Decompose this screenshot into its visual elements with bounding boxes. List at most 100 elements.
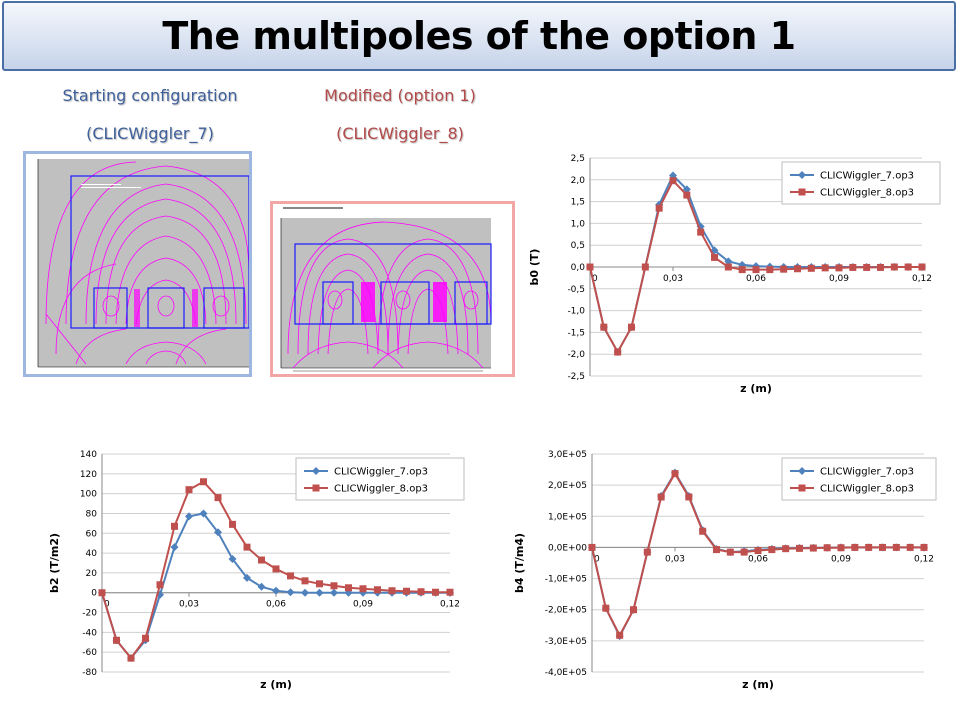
x-tick-label: 0 bbox=[594, 554, 600, 564]
series-point bbox=[726, 548, 734, 556]
y-tick-label: -40 bbox=[82, 628, 97, 638]
series-point bbox=[807, 264, 815, 272]
series-point bbox=[586, 263, 594, 271]
series-point bbox=[214, 528, 222, 537]
series-point bbox=[865, 543, 873, 551]
y-tick-label: -20 bbox=[82, 609, 97, 619]
legend-label: CLICWiggler_8.op3 bbox=[334, 484, 428, 495]
series-point bbox=[127, 654, 135, 662]
x-tick-label: 0,12 bbox=[914, 554, 934, 564]
modified-config-name: (CLICWiggler_8) bbox=[336, 124, 464, 143]
series-point bbox=[794, 265, 801, 273]
series-point bbox=[713, 546, 720, 554]
y-tick-label: 3,0E+05 bbox=[548, 450, 587, 460]
series-point bbox=[641, 263, 649, 271]
chart-legend: CLICWiggler_7.op3 CLICWiggler_8.op3 bbox=[781, 161, 941, 205]
modified-config-label: Modified (option 1) bbox=[324, 86, 476, 105]
series-point bbox=[98, 589, 106, 597]
x-tick-label: 0,06 bbox=[746, 274, 766, 284]
series-point bbox=[630, 606, 637, 614]
chart-svg: 2,5 2,0 1,5 1,0 0,5 0,0 -0,5 -1,0 -1,5 -2,0 -2,5 0 0… bbox=[528, 154, 941, 395]
slide-title: The multipoles of the option 1 bbox=[162, 14, 796, 58]
y-tick-label: 60 bbox=[86, 529, 98, 539]
y-tick-label: 1,5 bbox=[571, 198, 585, 208]
series-point bbox=[780, 265, 788, 273]
series-point bbox=[683, 191, 691, 199]
series-point bbox=[287, 572, 294, 580]
y-tick-label: 20 bbox=[86, 569, 98, 579]
y-tick-label: 40 bbox=[86, 549, 98, 559]
chart-legend: CLICWiggler_7.op3 CLICWiggler_8.op3 bbox=[781, 457, 937, 501]
series-point bbox=[809, 544, 817, 552]
starting-config-name: (CLICWiggler_7) bbox=[86, 124, 214, 143]
series-point bbox=[768, 546, 776, 554]
field-map-thumbnail-starting bbox=[23, 151, 252, 377]
y-tick-label: 2,0 bbox=[571, 176, 586, 186]
series-point bbox=[699, 527, 707, 535]
x-tick-label: 0,03 bbox=[665, 554, 685, 564]
series-point bbox=[752, 266, 760, 274]
series-point bbox=[243, 573, 251, 582]
y-tick-label: 1,0E+05 bbox=[548, 512, 587, 522]
y-tick-label: 0,5 bbox=[571, 241, 585, 251]
y-tick-label: -2,0E+05 bbox=[545, 606, 587, 616]
series-point bbox=[214, 494, 222, 502]
legend-marker bbox=[312, 467, 320, 475]
y-tick-label: 100 bbox=[80, 490, 97, 500]
series-point bbox=[724, 257, 733, 266]
field-map-thumbnail-modified bbox=[270, 201, 515, 377]
series-point bbox=[388, 587, 396, 595]
series-point bbox=[286, 588, 295, 597]
series-point bbox=[432, 588, 439, 596]
series-point bbox=[171, 522, 178, 530]
chart-svg: 3,0E+05 2,0E+05 1,0E+05 0,0E+00 -1,0E+05 -2,0… bbox=[513, 450, 937, 691]
x-tick-label: 0,06 bbox=[748, 554, 768, 564]
y-tick-label: 2,5 bbox=[571, 154, 585, 164]
x-tick-label: 0,12 bbox=[440, 600, 460, 610]
title-bar: The multipoles of the option 1 bbox=[2, 1, 956, 71]
series-point bbox=[156, 581, 164, 589]
series-point bbox=[330, 582, 338, 590]
series-point bbox=[616, 631, 624, 639]
series-point bbox=[711, 253, 718, 261]
b2-chart: 140 120 100 80 60 40 20 0 -20 -40 -60 -80 0 0,03 0,06 0… bbox=[40, 440, 480, 700]
magnetic-field-map-icon bbox=[273, 204, 512, 374]
series-point bbox=[446, 588, 454, 596]
series-point bbox=[918, 263, 926, 271]
magnetic-field-map-icon bbox=[26, 154, 249, 374]
series-point bbox=[906, 543, 914, 551]
chart-svg: 140 120 100 80 60 40 20 0 -20 -40 -60 -80 0 0,03 0,06 0… bbox=[48, 450, 465, 691]
series-point bbox=[142, 634, 149, 642]
series-point bbox=[600, 323, 608, 331]
series-point bbox=[301, 588, 309, 597]
series-point bbox=[724, 263, 732, 271]
series-point bbox=[228, 555, 237, 564]
series-point bbox=[766, 266, 774, 274]
series-point bbox=[588, 543, 596, 551]
series-point bbox=[345, 584, 352, 592]
series-point bbox=[272, 586, 280, 595]
y-tick-label: -4,0E+05 bbox=[545, 668, 587, 678]
series-point bbox=[796, 544, 803, 552]
series-point bbox=[316, 580, 323, 588]
series-point bbox=[170, 543, 179, 552]
x-tick-label: 0,09 bbox=[829, 274, 849, 284]
legend-label: CLICWiggler_8.op3 bbox=[820, 484, 914, 495]
series-point bbox=[257, 582, 266, 591]
legend-marker bbox=[798, 171, 806, 179]
x-axis-title: z (m) bbox=[742, 678, 774, 691]
series-point bbox=[243, 543, 251, 551]
series-point bbox=[671, 470, 679, 478]
y-tick-label: -0,5 bbox=[567, 285, 585, 295]
x-axis-title: z (m) bbox=[260, 678, 292, 691]
series-point bbox=[754, 547, 762, 555]
series-point bbox=[417, 588, 425, 596]
y-tick-label: 80 bbox=[86, 509, 98, 519]
series-point bbox=[359, 585, 367, 593]
x-tick-label: 0,03 bbox=[663, 274, 683, 284]
legend-box bbox=[781, 161, 941, 205]
y-axis-title: b0 (T) bbox=[528, 249, 541, 286]
y-tick-label: -60 bbox=[82, 648, 97, 658]
y-tick-label: -1,0 bbox=[567, 307, 585, 317]
series-point bbox=[301, 577, 309, 585]
